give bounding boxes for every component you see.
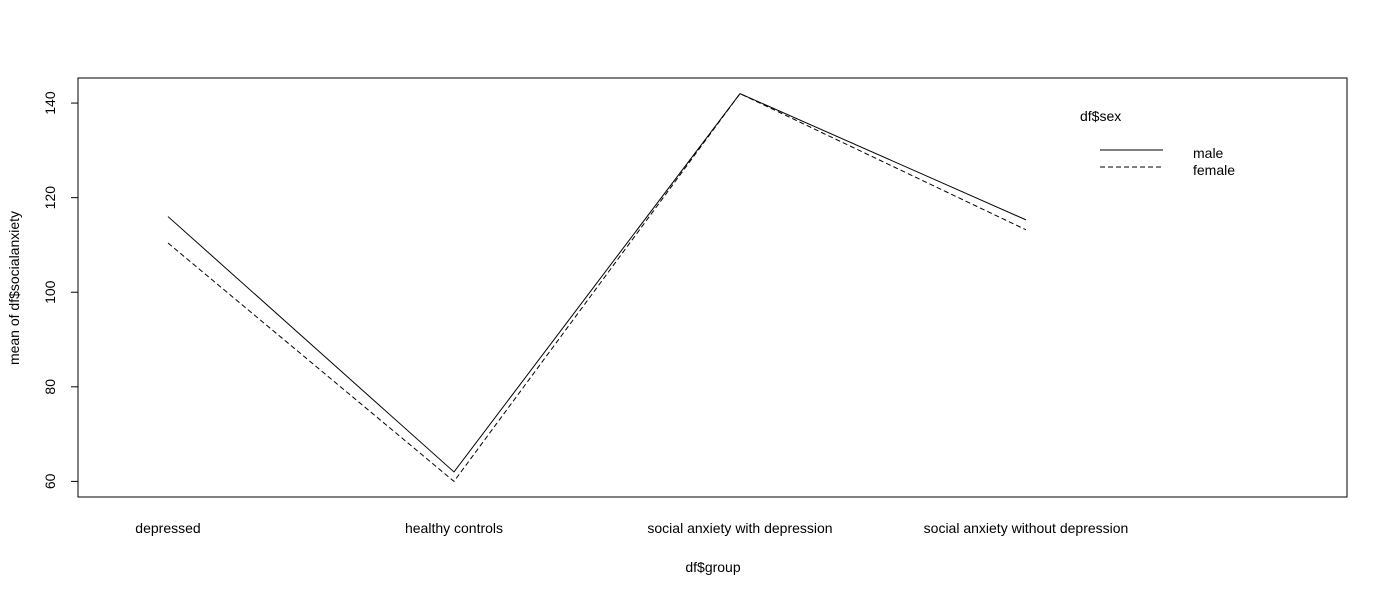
- plot-frame: [77, 77, 1348, 498]
- y-tick-label: 120: [42, 186, 58, 210]
- x-axis-tick-labels: depressed healthy controls social anxiety …: [135, 520, 1128, 536]
- y-tick-label: 140: [42, 91, 58, 115]
- x-axis-title: df$group: [685, 559, 740, 575]
- series-line-female: [167, 92, 1027, 483]
- y-tick-label: 80: [42, 379, 58, 395]
- x-tick-label: social anxiety without depression: [924, 520, 1129, 536]
- x-tick-label: depressed: [135, 520, 200, 536]
- y-axis-title: mean of df$socialanxiety: [6, 211, 22, 365]
- series-line-male: [167, 92, 1027, 473]
- x-tick-label: healthy controls: [405, 520, 503, 536]
- series-lines: [167, 92, 1027, 483]
- legend-label-male: male: [1193, 145, 1224, 161]
- legend: df$sex male female: [1080, 108, 1235, 178]
- legend-label-female: female: [1193, 162, 1235, 178]
- y-axis-ticks: 60 80 100 120 140: [42, 91, 78, 489]
- x-tick-label: social anxiety with depression: [647, 520, 832, 536]
- y-tick-label: 100: [42, 280, 58, 304]
- legend-title: df$sex: [1080, 108, 1121, 124]
- y-tick-label: 60: [42, 473, 58, 489]
